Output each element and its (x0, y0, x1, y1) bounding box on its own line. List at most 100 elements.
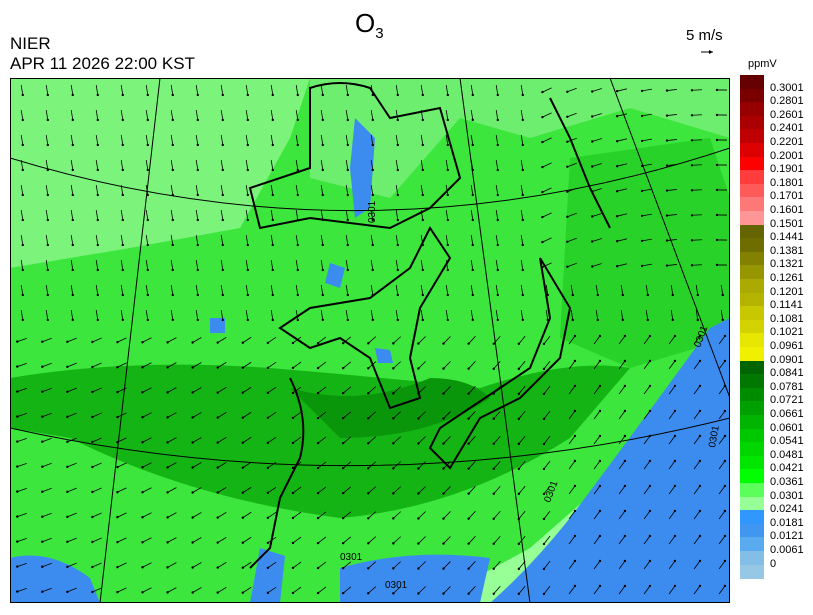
wind-vector-head (417, 592, 420, 595)
wind-vector-head (291, 416, 295, 420)
wind-vector-head (396, 218, 399, 222)
wind-vector-head (346, 118, 349, 122)
wind-vector (642, 188, 652, 192)
wind-vector (92, 587, 102, 593)
wind-vector (668, 585, 676, 595)
wind-vector (443, 436, 451, 444)
wind-vector (342, 411, 352, 419)
wind-vector (470, 159, 474, 171)
wind-vector-head (291, 366, 295, 370)
wind-vector (645, 284, 649, 296)
wind-vector (595, 284, 599, 296)
wind-vector-head (467, 492, 470, 495)
wind-vector (170, 84, 174, 96)
wind-vector-head (442, 567, 445, 570)
wind-vector-head (171, 93, 174, 97)
wind-vector-head (367, 567, 370, 570)
wind-vector-head (492, 592, 495, 595)
wind-vector-head (623, 359, 627, 363)
wind-vector (20, 234, 24, 246)
legend-label: 0.0721 (770, 394, 804, 407)
wind-vector (345, 84, 349, 96)
wind-vector-head (471, 143, 474, 147)
wind-vector-head (341, 516, 345, 520)
wind-vector (518, 460, 526, 470)
wind-vector-head (496, 143, 499, 147)
wind-vector (645, 309, 649, 321)
wind-vector (668, 410, 676, 420)
wind-vector (217, 412, 227, 418)
wind-vector (70, 209, 74, 221)
wind-vector-head (598, 334, 602, 338)
wind-vector (170, 259, 174, 271)
wind-vector-head (396, 193, 399, 197)
wind-vector (170, 284, 174, 296)
wind-vector (543, 435, 551, 445)
wind-vector (220, 84, 224, 96)
wind-vector-head (542, 567, 546, 571)
wind-vector (395, 184, 399, 196)
wind-vector (92, 537, 102, 543)
wind-vector (468, 586, 476, 594)
legend-swatch (740, 306, 764, 321)
wind-vector (142, 412, 152, 418)
wind-vector (543, 460, 551, 470)
wind-vector (267, 411, 277, 419)
wind-vector-head (598, 584, 602, 588)
wind-vector (245, 159, 249, 171)
wind-vector (70, 109, 74, 121)
wind-vector-head (371, 93, 374, 97)
legend-swatch (740, 551, 764, 566)
wind-vector (20, 309, 24, 321)
wind-vector (470, 209, 474, 221)
wind-vector-head (96, 193, 99, 197)
wind-vector-head (598, 534, 602, 538)
wind-vector-head (421, 293, 424, 297)
wind-vector (618, 460, 626, 470)
wind-vector-head (442, 592, 445, 595)
wind-vector (367, 361, 377, 369)
wind-vector-head (171, 168, 174, 172)
wind-vector-head (623, 334, 627, 338)
wind-vector-head (41, 465, 44, 468)
wind-vector (618, 435, 626, 445)
wind-vector-head (121, 168, 124, 172)
wind-vector (142, 562, 152, 568)
wind-vector (395, 259, 399, 271)
wind-vector-head (246, 243, 249, 247)
wind-vector (493, 460, 501, 470)
wind-vector (70, 259, 74, 271)
legend-swatch (740, 251, 764, 266)
wind-vector (20, 259, 24, 271)
wind-vector-head (496, 93, 499, 97)
wind-vector (718, 485, 726, 495)
wind-vector (470, 134, 474, 146)
wind-vector-head (723, 434, 727, 438)
wind-vector (317, 336, 327, 344)
wind-vector (292, 586, 302, 594)
wind-vector (393, 536, 401, 544)
wind-vector-head (542, 417, 546, 421)
wind-vector (420, 209, 424, 221)
wind-vector (167, 487, 177, 493)
wind-vector (145, 309, 149, 321)
wind-vector-head (171, 243, 174, 247)
wind-vector-head (665, 214, 669, 217)
legend-swatch (740, 374, 764, 389)
wind-vector (245, 209, 249, 221)
wind-vector (242, 511, 252, 519)
wind-vector-head (392, 592, 395, 595)
wind-vector-head (121, 218, 124, 222)
wind-vector (393, 561, 401, 569)
wind-vector (618, 360, 626, 370)
wind-vector (693, 360, 701, 370)
legend-swatch (740, 415, 764, 430)
wind-vector-head (291, 341, 295, 345)
wind-vector-head (71, 218, 74, 222)
wind-vector-head (446, 168, 449, 172)
wind-vector-head (598, 434, 602, 438)
wind-vector (120, 209, 124, 221)
wind-vector (120, 309, 124, 321)
legend-swatch (740, 129, 764, 144)
wind-vector-head (66, 440, 69, 444)
